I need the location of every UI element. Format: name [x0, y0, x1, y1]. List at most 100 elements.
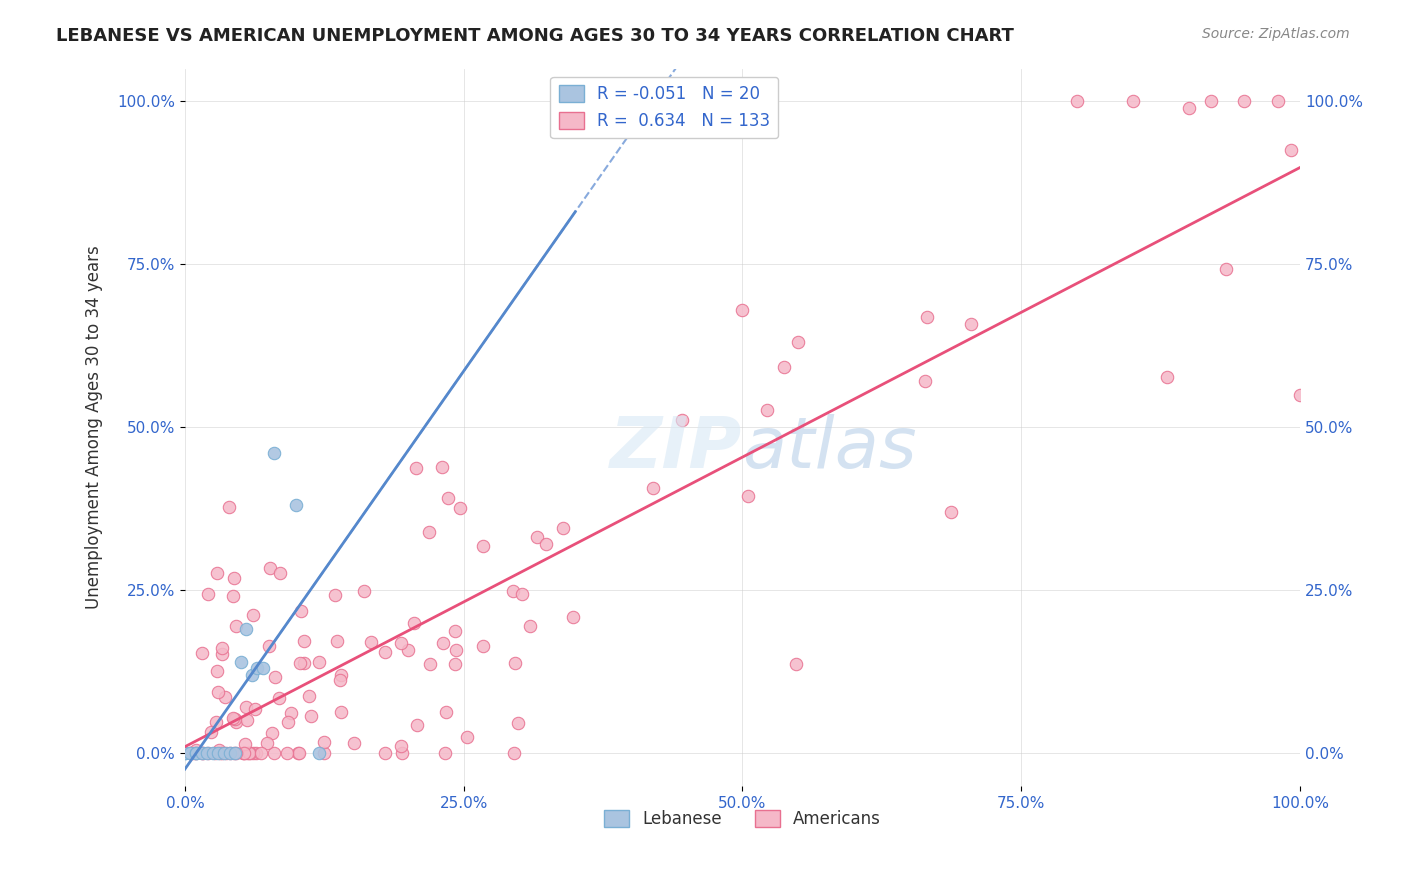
Point: [204, 746, 226, 760]
Point: [551, 521, 574, 535]
Point: [259, 561, 281, 575]
Point: [1199, 94, 1222, 108]
Point: [329, 673, 352, 688]
Point: [785, 657, 807, 672]
Point: [519, 619, 541, 633]
Point: [360, 635, 382, 649]
Point: [391, 746, 413, 760]
Point: [267, 691, 290, 706]
Point: [325, 633, 347, 648]
Point: [288, 746, 311, 760]
Point: [222, 711, 245, 725]
Point: [276, 746, 298, 760]
Legend: Lebanese, Americans: Lebanese, Americans: [598, 804, 887, 835]
Point: [1177, 101, 1199, 115]
Point: [308, 655, 330, 669]
Point: [269, 566, 291, 580]
Text: atlas: atlas: [742, 414, 917, 483]
Point: [277, 714, 299, 729]
Point: [471, 539, 494, 553]
Point: [432, 459, 454, 474]
Point: [229, 655, 252, 669]
Point: [219, 746, 242, 760]
Y-axis label: Unemployment Among Ages 30 to 34 years: Unemployment Among Ages 30 to 34 years: [86, 245, 103, 609]
Point: [446, 643, 468, 657]
Point: [179, 746, 201, 760]
Point: [191, 646, 214, 660]
Point: [396, 643, 419, 657]
Point: [211, 640, 233, 655]
Point: [235, 622, 257, 636]
Point: [292, 656, 315, 670]
Point: [939, 505, 962, 519]
Point: [195, 746, 218, 760]
Point: [671, 413, 693, 427]
Point: [456, 731, 478, 745]
Point: [419, 657, 441, 672]
Point: [184, 746, 207, 760]
Point: [232, 746, 254, 760]
Point: [1233, 94, 1256, 108]
Point: [389, 635, 412, 649]
Point: [205, 715, 228, 730]
Point: [406, 717, 429, 731]
Point: [238, 746, 260, 760]
Point: [1267, 94, 1289, 108]
Point: [174, 746, 197, 760]
Point: [197, 746, 219, 760]
Point: [472, 639, 495, 653]
Point: [233, 737, 256, 751]
Point: [1156, 369, 1178, 384]
Point: [201, 746, 224, 760]
Point: [232, 746, 254, 760]
Point: [208, 746, 231, 760]
Point: [239, 746, 262, 760]
Point: [225, 619, 247, 633]
Point: [1215, 262, 1237, 277]
Point: [242, 608, 264, 623]
Point: [308, 746, 330, 760]
Point: [222, 712, 245, 726]
Point: [298, 690, 321, 704]
Point: [510, 587, 533, 601]
Point: [243, 702, 266, 716]
Point: [263, 446, 285, 460]
Point: [432, 636, 454, 650]
Point: [218, 500, 240, 514]
Point: [200, 724, 222, 739]
Point: [218, 746, 240, 760]
Point: [211, 746, 233, 760]
Text: Source: ZipAtlas.com: Source: ZipAtlas.com: [1202, 27, 1350, 41]
Point: [449, 501, 471, 516]
Point: [180, 746, 202, 760]
Point: [263, 746, 285, 760]
Point: [731, 302, 754, 317]
Text: ZIP: ZIP: [610, 414, 742, 483]
Point: [960, 317, 983, 331]
Point: [225, 746, 247, 760]
Point: [526, 530, 548, 544]
Point: [240, 668, 263, 682]
Point: [562, 610, 585, 624]
Point: [207, 566, 229, 581]
Point: [502, 746, 524, 760]
Point: [915, 310, 938, 324]
Point: [312, 735, 335, 749]
Point: [211, 647, 233, 661]
Point: [641, 482, 664, 496]
Point: [186, 743, 208, 757]
Point: [224, 746, 246, 760]
Point: [502, 583, 524, 598]
Point: [183, 746, 205, 760]
Point: [329, 705, 352, 719]
Point: [174, 746, 197, 760]
Point: [1066, 94, 1088, 108]
Point: [225, 714, 247, 729]
Point: [418, 524, 440, 539]
Point: [236, 746, 259, 760]
Point: [262, 726, 284, 740]
Point: [402, 615, 425, 630]
Point: [314, 746, 336, 760]
Point: [184, 746, 207, 760]
Point: [197, 587, 219, 601]
